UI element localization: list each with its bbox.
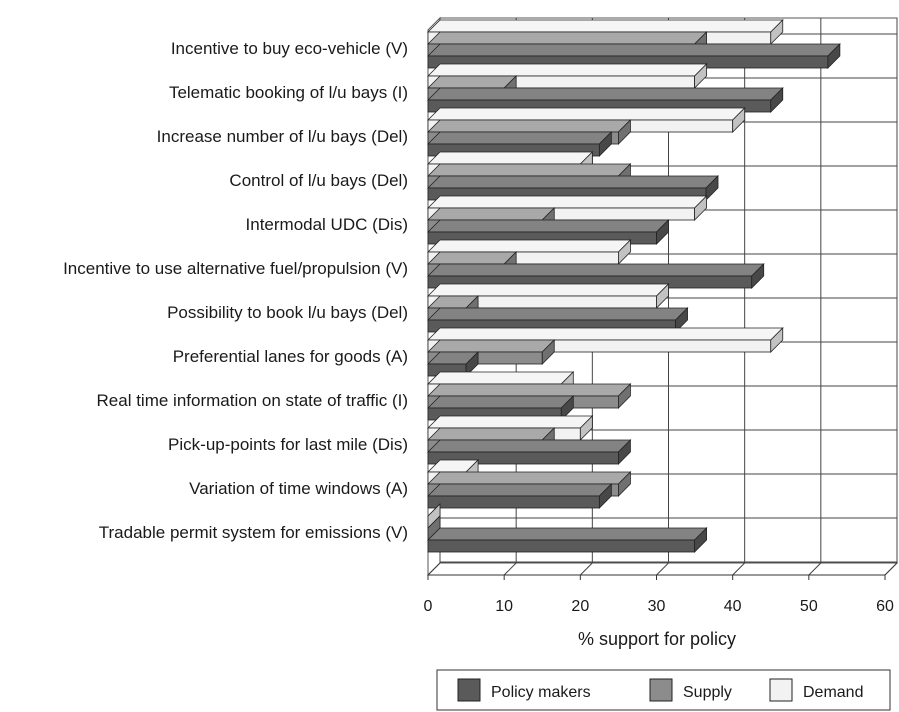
category-labels: Incentive to buy eco-vehicle (V) Telemati…	[63, 39, 408, 542]
bar-top-face	[428, 428, 554, 440]
bar-top-face	[428, 176, 718, 188]
bar-top-face	[428, 484, 611, 496]
bar-top-face	[428, 208, 554, 220]
category-label: Increase number of l/u bays (Del)	[157, 127, 408, 146]
bar-top-face	[428, 132, 611, 144]
x-tick-label: 40	[724, 598, 742, 615]
bar-top-face	[428, 372, 573, 384]
x-tick-label: 50	[800, 598, 818, 615]
bar-top-face	[428, 264, 764, 276]
bar-top-face	[428, 328, 783, 340]
bar-top-face	[428, 396, 573, 408]
bar-top-face	[428, 240, 630, 252]
x-axis: 0 10 20 30 40 50 60	[424, 575, 894, 615]
bar-top-face	[428, 384, 630, 396]
bar-top-face	[428, 284, 669, 296]
legend-swatch	[458, 679, 480, 701]
bar-top-face	[428, 20, 783, 32]
bar-top-face	[428, 64, 707, 76]
bar-top-face	[428, 472, 630, 484]
bar-top-face	[428, 32, 707, 44]
x-tick-label: 10	[495, 598, 513, 615]
bar-top-face	[428, 120, 630, 132]
bar	[428, 528, 707, 552]
bar-top-face	[428, 44, 840, 56]
x-tick-label: 30	[648, 598, 666, 615]
category-label: Possibility to book l/u bays (Del)	[167, 303, 408, 322]
bar-top-face	[428, 196, 707, 208]
legend-swatch	[650, 679, 672, 701]
category-label: Variation of time windows (A)	[189, 479, 408, 498]
category-label: Intermodal UDC (Dis)	[246, 215, 408, 234]
bar-top-face	[428, 152, 592, 164]
bar-top-face	[428, 440, 630, 452]
category-label: Incentive to buy eco-vehicle (V)	[171, 39, 408, 58]
bar-top-face	[428, 252, 516, 264]
x-tick-label: 60	[876, 598, 894, 615]
category-label: Control of l/u bays (Del)	[229, 171, 408, 190]
bar-top-face	[428, 88, 783, 100]
bar-top-face	[428, 108, 745, 120]
bar-top-face	[428, 340, 554, 352]
bar-top-face	[428, 220, 669, 232]
legend-label: Supply	[683, 684, 732, 701]
bar	[428, 484, 611, 508]
bar-top-face	[428, 416, 592, 428]
category-label: Preferential lanes for goods (A)	[173, 347, 408, 366]
legend: Policy makers Supply Demand	[437, 670, 890, 710]
bar-front-face	[428, 540, 695, 552]
bar-top-face	[428, 76, 516, 88]
category-label: Pick-up-points for last mile (Dis)	[168, 435, 408, 454]
legend-swatch	[770, 679, 792, 701]
x-axis-title: % support for policy	[578, 629, 736, 649]
bar-top-face	[428, 308, 688, 320]
bar-front-face	[428, 496, 599, 508]
bar-top-face	[428, 528, 707, 540]
legend-label: Policy makers	[491, 684, 591, 701]
x-tick-label: 0	[424, 598, 433, 615]
category-label: Telematic booking of l/u bays (I)	[169, 83, 408, 102]
category-label: Tradable permit system for emissions (V)	[99, 523, 408, 542]
x-tick-label: 20	[571, 598, 589, 615]
category-label: Incentive to use alternative fuel/propul…	[63, 259, 408, 278]
bar-top-face	[428, 164, 630, 176]
category-label: Real time information on state of traffi…	[97, 391, 408, 410]
legend-label: Demand	[803, 684, 863, 701]
